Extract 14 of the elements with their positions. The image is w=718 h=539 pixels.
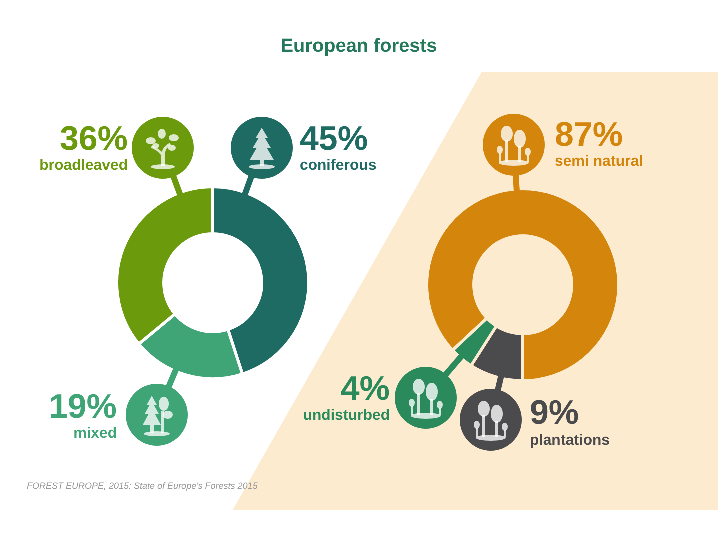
slice-label: undisturbed — [303, 407, 390, 424]
slice-label: broadleaved — [40, 157, 128, 174]
data-label: 45% — [300, 120, 368, 158]
slice-label: plantations — [530, 432, 610, 449]
slice-label: mixed — [74, 425, 117, 442]
data-label: 9% — [530, 394, 580, 432]
data-label: 36% — [60, 120, 128, 158]
slice-label: semi natural — [555, 153, 644, 170]
data-label: 19% — [48, 388, 117, 426]
chart-title: European forests — [280, 36, 438, 57]
data-label: 87% — [555, 116, 624, 154]
data-label: 4% — [340, 370, 390, 408]
slice-label: coniferous — [300, 157, 377, 174]
text: FOREST EUROPE, 2015: State of Europe's Forests 2015 — [27, 481, 259, 491]
